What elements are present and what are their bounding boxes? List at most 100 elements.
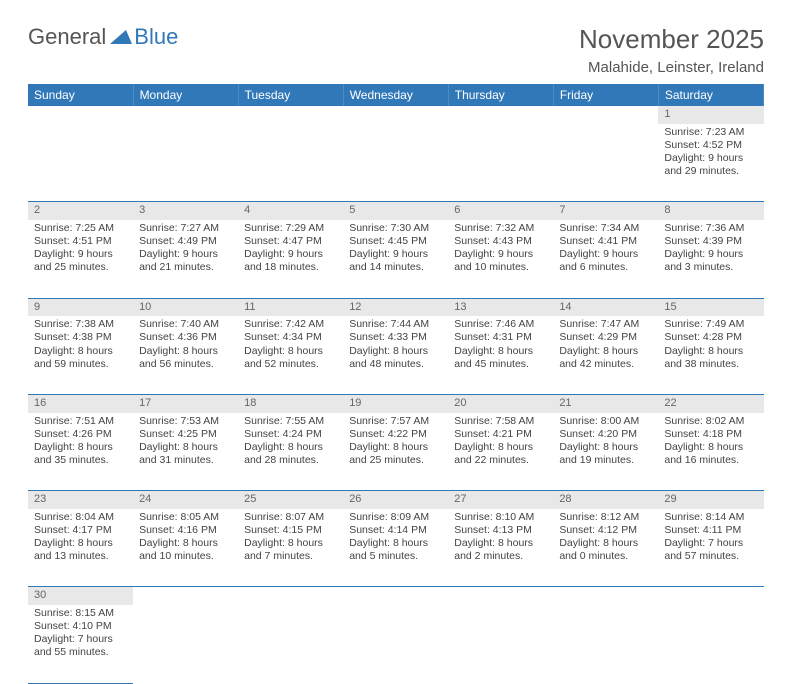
day-dl1: Daylight: 8 hours: [664, 441, 757, 454]
day-number: 20: [448, 394, 553, 412]
day-number: [238, 587, 343, 605]
day-sr: Sunrise: 7:47 AM: [559, 318, 652, 331]
day-dl1: Daylight: 8 hours: [244, 345, 337, 358]
day-cell: Sunrise: 7:51 AMSunset: 4:26 PMDaylight:…: [28, 413, 133, 491]
day-ss: Sunset: 4:14 PM: [349, 524, 442, 537]
day-dl1: Daylight: 8 hours: [34, 537, 127, 550]
day-dl1: Daylight: 8 hours: [139, 441, 232, 454]
day-dl1: Daylight: 8 hours: [139, 537, 232, 550]
day-dl2: and 25 minutes.: [349, 454, 442, 467]
day-cell: Sunrise: 7:32 AMSunset: 4:43 PMDaylight:…: [448, 220, 553, 298]
day-number: 14: [553, 298, 658, 316]
day-ss: Sunset: 4:12 PM: [559, 524, 652, 537]
day-content-row: Sunrise: 7:25 AMSunset: 4:51 PMDaylight:…: [28, 220, 764, 298]
day-number: 15: [658, 298, 763, 316]
day-number: [133, 587, 238, 605]
day-ss: Sunset: 4:20 PM: [559, 428, 652, 441]
day-cell: Sunrise: 7:38 AMSunset: 4:38 PMDaylight:…: [28, 316, 133, 394]
day-sr: Sunrise: 7:25 AM: [34, 222, 127, 235]
day-cell: Sunrise: 7:27 AMSunset: 4:49 PMDaylight:…: [133, 220, 238, 298]
day-ss: Sunset: 4:13 PM: [454, 524, 547, 537]
day-sr: Sunrise: 7:30 AM: [349, 222, 442, 235]
day-cell: Sunrise: 8:05 AMSunset: 4:16 PMDaylight:…: [133, 509, 238, 587]
day-dl2: and 10 minutes.: [454, 261, 547, 274]
day-dl1: Daylight: 8 hours: [559, 441, 652, 454]
day-dl2: and 25 minutes.: [34, 261, 127, 274]
day-number: [343, 587, 448, 605]
day-sr: Sunrise: 8:07 AM: [244, 511, 337, 524]
day-cell: [448, 605, 553, 683]
day-cell: [28, 124, 133, 202]
day-cell: [133, 605, 238, 683]
day-dl2: and 45 minutes.: [454, 358, 547, 371]
day-sr: Sunrise: 7:29 AM: [244, 222, 337, 235]
day-number: [238, 106, 343, 124]
day-ss: Sunset: 4:43 PM: [454, 235, 547, 248]
day-dl2: and 59 minutes.: [34, 358, 127, 371]
day-cell: Sunrise: 7:55 AMSunset: 4:24 PMDaylight:…: [238, 413, 343, 491]
day-cell: [448, 124, 553, 202]
day-dl1: Daylight: 8 hours: [34, 345, 127, 358]
day-dl1: Daylight: 8 hours: [349, 441, 442, 454]
day-sr: Sunrise: 7:51 AM: [34, 415, 127, 428]
day-dl1: Daylight: 8 hours: [454, 345, 547, 358]
day-number: 21: [553, 394, 658, 412]
day-number: [28, 106, 133, 124]
day-sr: Sunrise: 8:00 AM: [559, 415, 652, 428]
day-cell: [238, 124, 343, 202]
day-dl1: Daylight: 8 hours: [349, 345, 442, 358]
day-sr: Sunrise: 7:32 AM: [454, 222, 547, 235]
day-ss: Sunset: 4:24 PM: [244, 428, 337, 441]
day-number: 23: [28, 491, 133, 509]
day-number: 26: [343, 491, 448, 509]
day-dl1: Daylight: 9 hours: [244, 248, 337, 261]
day-number: 25: [238, 491, 343, 509]
day-content-row: Sunrise: 7:23 AMSunset: 4:52 PMDaylight:…: [28, 124, 764, 202]
day-cell: Sunrise: 7:23 AMSunset: 4:52 PMDaylight:…: [658, 124, 763, 202]
day-number-row: 9101112131415: [28, 298, 764, 316]
day-number: 11: [238, 298, 343, 316]
day-cell: [553, 605, 658, 683]
day-number: 27: [448, 491, 553, 509]
day-sr: Sunrise: 8:14 AM: [664, 511, 757, 524]
day-number: 17: [133, 394, 238, 412]
day-number: 30: [28, 587, 133, 605]
weekday-header: Friday: [553, 84, 658, 106]
day-cell: [343, 605, 448, 683]
day-sr: Sunrise: 8:05 AM: [139, 511, 232, 524]
day-dl2: and 38 minutes.: [664, 358, 757, 371]
day-dl1: Daylight: 8 hours: [244, 441, 337, 454]
day-number: 8: [658, 202, 763, 220]
day-cell: Sunrise: 7:36 AMSunset: 4:39 PMDaylight:…: [658, 220, 763, 298]
day-dl1: Daylight: 8 hours: [454, 441, 547, 454]
day-number: [553, 106, 658, 124]
day-number: [343, 106, 448, 124]
day-dl2: and 3 minutes.: [664, 261, 757, 274]
day-dl1: Daylight: 9 hours: [664, 248, 757, 261]
day-number: 2: [28, 202, 133, 220]
logo-text-general: General: [28, 24, 106, 50]
day-cell: Sunrise: 8:04 AMSunset: 4:17 PMDaylight:…: [28, 509, 133, 587]
day-number: 16: [28, 394, 133, 412]
day-dl2: and 6 minutes.: [559, 261, 652, 274]
month-title: November 2025: [579, 24, 764, 55]
logo: General Blue: [28, 24, 178, 50]
day-sr: Sunrise: 7:23 AM: [664, 126, 757, 139]
day-number: 7: [553, 202, 658, 220]
day-sr: Sunrise: 7:27 AM: [139, 222, 232, 235]
day-ss: Sunset: 4:22 PM: [349, 428, 442, 441]
day-ss: Sunset: 4:17 PM: [34, 524, 127, 537]
day-dl1: Daylight: 8 hours: [34, 441, 127, 454]
day-number: 3: [133, 202, 238, 220]
day-cell: Sunrise: 7:25 AMSunset: 4:51 PMDaylight:…: [28, 220, 133, 298]
day-ss: Sunset: 4:16 PM: [139, 524, 232, 537]
day-number-row: 1: [28, 106, 764, 124]
day-dl2: and 57 minutes.: [664, 550, 757, 563]
day-dl1: Daylight: 8 hours: [559, 345, 652, 358]
day-number: 13: [448, 298, 553, 316]
day-dl2: and 13 minutes.: [34, 550, 127, 563]
day-sr: Sunrise: 7:58 AM: [454, 415, 547, 428]
day-sr: Sunrise: 8:04 AM: [34, 511, 127, 524]
day-dl2: and 5 minutes.: [349, 550, 442, 563]
day-number: 22: [658, 394, 763, 412]
